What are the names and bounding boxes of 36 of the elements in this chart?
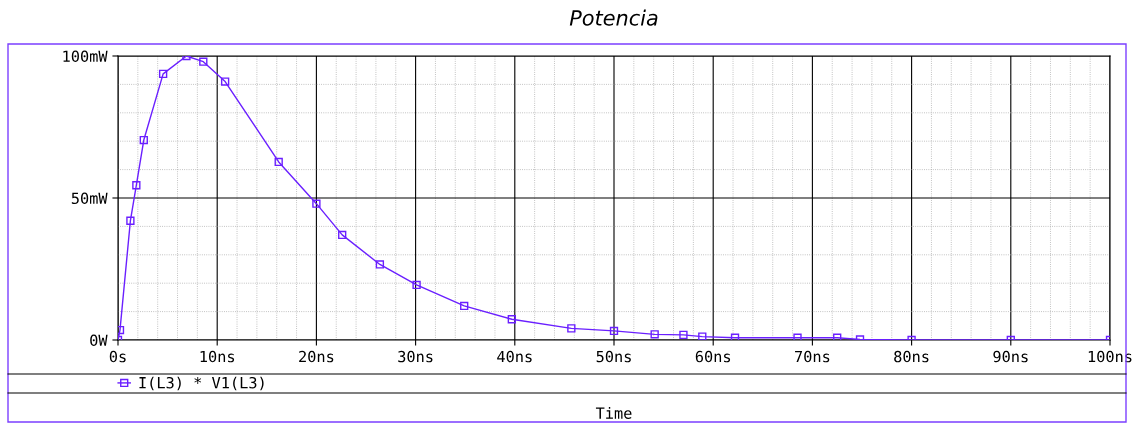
x-tick-label: 30ns xyxy=(398,350,433,363)
x-tick-label: 40ns xyxy=(497,350,532,363)
chart-title: Potencia xyxy=(569,9,658,26)
point xyxy=(132,181,141,190)
x-tick-label: 100ns xyxy=(1088,350,1132,363)
point xyxy=(412,280,421,290)
point xyxy=(609,326,619,336)
point xyxy=(698,332,707,340)
x-tick-label: 50ns xyxy=(596,350,631,363)
point xyxy=(139,135,148,145)
x-tick-label: 60ns xyxy=(695,350,731,363)
point xyxy=(375,260,385,269)
x-tick-label: 70ns xyxy=(795,350,830,363)
point xyxy=(158,69,168,79)
x-tick-label: 20ns xyxy=(299,350,334,363)
y-tick-label: 100mW xyxy=(63,50,108,63)
legend-label: I(L3) * V1(L3) xyxy=(139,376,264,391)
point xyxy=(793,333,802,340)
x-tick-label: 90ns xyxy=(993,350,1028,363)
x-tick-label: 0s xyxy=(109,350,126,363)
point xyxy=(199,57,208,66)
x-axis-title: Time xyxy=(595,407,632,419)
point xyxy=(312,199,321,208)
point xyxy=(220,77,230,86)
x-tick-label: 10ns xyxy=(200,350,235,363)
y-tick-label: 0W xyxy=(90,334,108,347)
point xyxy=(507,315,516,324)
point xyxy=(679,330,688,340)
point xyxy=(650,330,659,339)
y-tick-label: 50mW xyxy=(71,192,108,205)
point xyxy=(567,324,576,333)
point xyxy=(460,301,469,311)
point xyxy=(338,230,347,240)
x-tick-label: 80ns xyxy=(894,350,929,363)
point xyxy=(126,216,135,225)
point xyxy=(274,157,283,167)
